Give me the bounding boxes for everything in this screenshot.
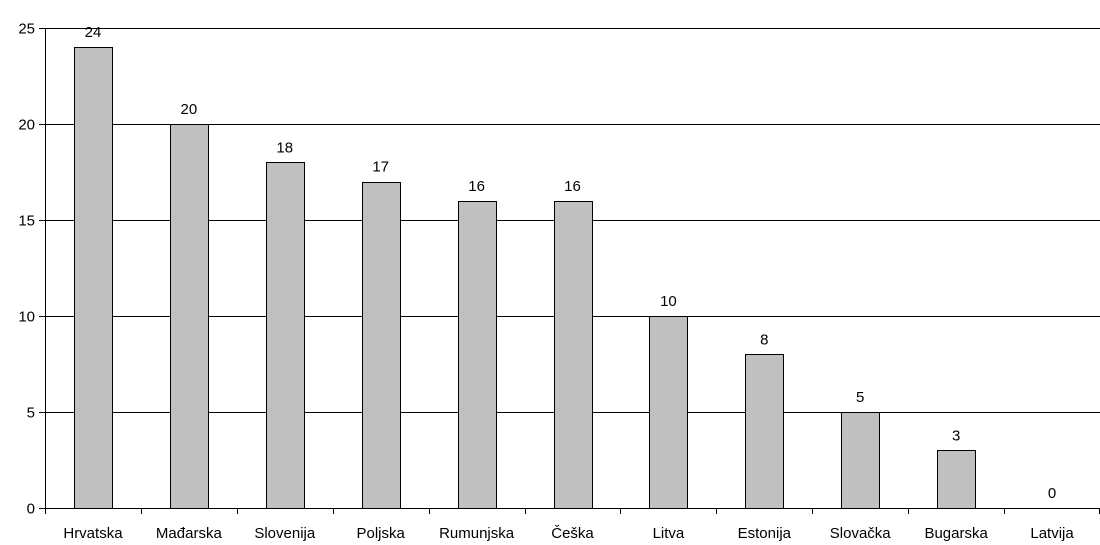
data-label-6: 16 xyxy=(564,178,581,195)
data-labels: 24 20 18 17 16 16 10 8 5 3 0 xyxy=(85,24,1057,502)
data-label-11: 0 xyxy=(1048,485,1056,502)
bar-2 xyxy=(170,124,209,509)
x-tick-label-4: Poljska xyxy=(357,525,406,542)
bars xyxy=(74,47,976,509)
bar-3 xyxy=(266,162,305,509)
data-label-7: 10 xyxy=(660,293,677,310)
x-tick-label-7: Litva xyxy=(653,525,685,542)
bar-6 xyxy=(554,201,593,509)
x-tick-label-11: Latvija xyxy=(1030,525,1074,542)
x-tick-labels: Hrvatska Mađarska Slovenija Poljska Rumunjsk… xyxy=(63,525,1074,542)
x-tick-label-5: Rumunjska xyxy=(439,525,515,542)
bar-8 xyxy=(745,354,784,509)
data-label-4: 17 xyxy=(372,159,389,176)
data-label-3: 18 xyxy=(276,139,293,156)
bar-5 xyxy=(458,201,497,509)
bar-9 xyxy=(841,412,880,509)
y-tick-label-0: 0 xyxy=(27,501,35,518)
x-tick-label-2: Mađarska xyxy=(156,525,223,542)
data-label-1: 24 xyxy=(85,24,102,41)
y-tick-label-5: 5 xyxy=(27,405,35,422)
bar-4 xyxy=(362,182,401,509)
x-tick-label-3: Slovenija xyxy=(254,525,316,542)
y-tick-label-20: 20 xyxy=(18,117,35,134)
y-tick-label-25: 25 xyxy=(18,21,35,38)
x-tick-label-10: Bugarska xyxy=(924,525,988,542)
x-tick-label-6: Češka xyxy=(551,525,594,542)
y-tick-label-15: 15 xyxy=(18,213,35,230)
bar-10 xyxy=(937,450,976,509)
data-label-9: 5 xyxy=(856,389,864,406)
y-tick-label-10: 10 xyxy=(18,309,35,326)
x-tick-label-8: Estonija xyxy=(738,525,792,542)
x-tick-label-1: Hrvatska xyxy=(63,525,123,542)
data-label-5: 16 xyxy=(468,178,485,195)
data-label-10: 3 xyxy=(952,427,960,444)
x-tick-label-9: Slovačka xyxy=(830,525,892,542)
data-label-2: 20 xyxy=(181,101,198,118)
y-tick-labels: 0 5 10 15 20 25 xyxy=(18,21,35,518)
bar-7 xyxy=(649,316,688,509)
data-label-8: 8 xyxy=(760,331,768,348)
bar-1 xyxy=(74,47,113,509)
